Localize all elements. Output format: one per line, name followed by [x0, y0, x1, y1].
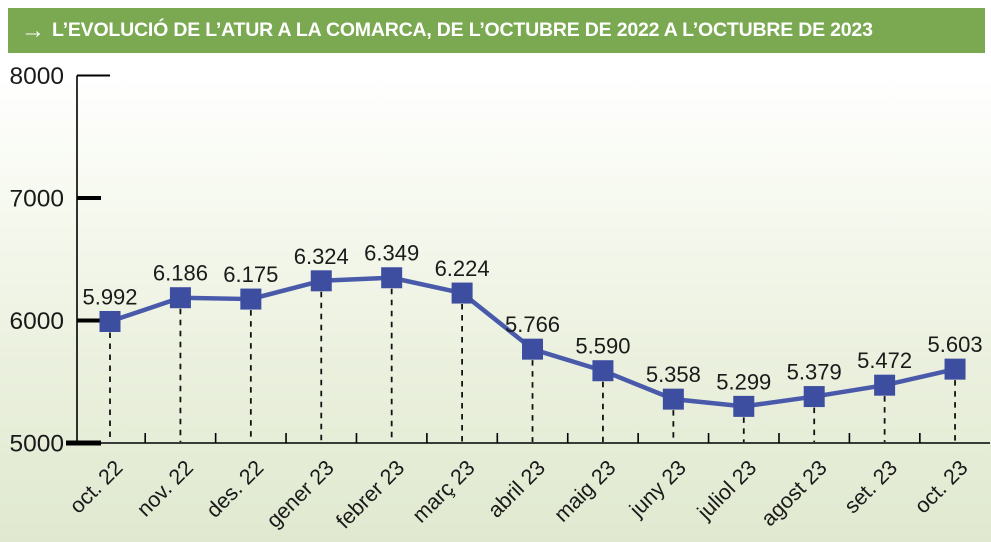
- y-axis-tick: [77, 196, 101, 200]
- data-point-marker: [310, 270, 332, 292]
- data-point-label: 5.603: [928, 332, 983, 357]
- x-tick-label: juny 23: [624, 456, 691, 523]
- data-point-marker: [944, 358, 966, 380]
- data-point-marker: [451, 282, 473, 304]
- y-tick-label: 6000: [9, 308, 64, 335]
- x-tick-label: febrer 23: [331, 456, 409, 534]
- x-tick-label: oct. 22: [65, 456, 128, 519]
- data-point-marker: [592, 360, 614, 382]
- data-point-label: 5.992: [82, 284, 137, 309]
- data-point-label: 6.175: [223, 262, 278, 287]
- data-point-marker: [522, 338, 544, 360]
- x-tick-label: juliol 23: [692, 456, 761, 525]
- arrow-right-icon: →: [21, 16, 45, 44]
- data-point-marker: [99, 310, 121, 332]
- data-point-marker: [662, 388, 684, 410]
- data-point-label: 6.186: [153, 261, 208, 286]
- x-tick-label: nov. 22: [132, 456, 198, 522]
- data-point-marker: [733, 395, 755, 417]
- x-tick-label: març 23: [408, 456, 480, 528]
- y-tick-label: 7000: [9, 186, 64, 213]
- data-point-label: 5.472: [857, 348, 912, 373]
- x-tick-label: oct. 23: [910, 456, 973, 519]
- y-tick-label: 8000: [9, 63, 64, 90]
- y-axis-tick: [77, 318, 101, 323]
- data-point-marker: [240, 288, 262, 310]
- data-point-label: 6.349: [364, 241, 419, 266]
- data-point-marker: [874, 374, 896, 396]
- data-point-label: 6.324: [294, 244, 349, 269]
- data-point-label: 5.766: [505, 312, 560, 337]
- x-tick-label: set. 23: [840, 456, 903, 519]
- chart-title-bar: → L’EVOLUCIÓ DE L’ATUR A LA COMARCA, DE …: [8, 8, 985, 53]
- data-point-marker: [169, 287, 191, 309]
- data-point-label: 5.590: [575, 334, 630, 359]
- x-tick-label: maig 23: [549, 456, 620, 527]
- data-point-label: 5.299: [716, 369, 771, 394]
- data-point-label: 5.379: [787, 360, 842, 385]
- data-point-label: 5.358: [646, 362, 701, 387]
- x-tick-label: abril 23: [483, 456, 550, 523]
- y-tick-label: 5000: [9, 431, 64, 458]
- x-tick-label: gener 23: [262, 456, 339, 533]
- x-tick-label: agost 23: [756, 456, 831, 531]
- chart-title: L’EVOLUCIÓ DE L’ATUR A LA COMARCA, DE L’…: [52, 19, 873, 41]
- data-point-marker: [803, 386, 825, 408]
- data-point-label: 6.224: [435, 256, 490, 281]
- x-tick-label: des. 22: [202, 456, 269, 523]
- data-point-marker: [381, 267, 403, 289]
